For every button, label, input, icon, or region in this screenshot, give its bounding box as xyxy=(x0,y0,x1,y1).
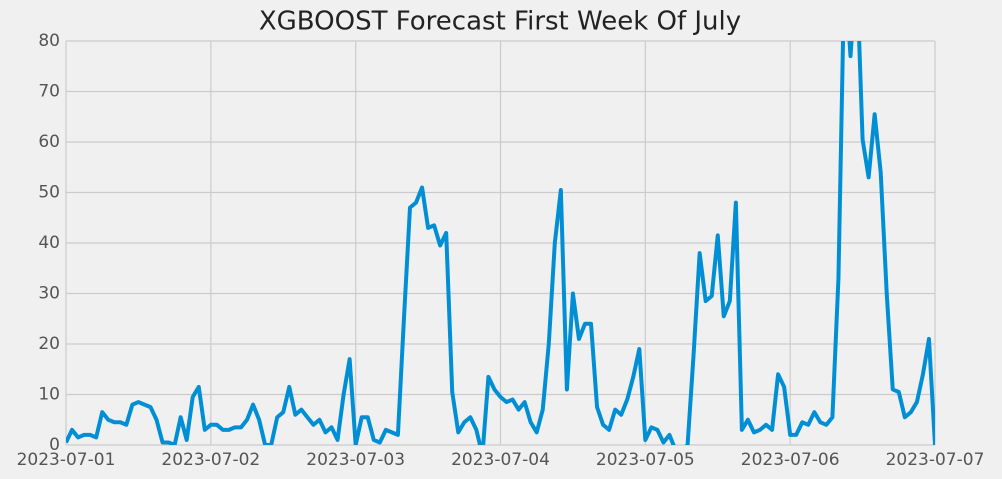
x-tick-label: 2023-07-02 xyxy=(161,450,260,470)
line xyxy=(66,41,935,445)
x-tick-label: 2023-07-07 xyxy=(886,450,985,470)
y-tick-label: 80 xyxy=(38,31,60,51)
chart-title: XGBOOST Forecast First Week Of July xyxy=(259,7,741,37)
plot-area xyxy=(66,41,935,445)
y-tick-label: 50 xyxy=(38,183,60,203)
y-tick-label: 10 xyxy=(38,385,60,405)
grid xyxy=(65,40,936,446)
x-tick-label: 2023-07-05 xyxy=(596,450,695,470)
x-tick-label: 2023-07-01 xyxy=(17,450,116,470)
x-tick-label: 2023-07-03 xyxy=(306,450,405,470)
y-tick-label: 30 xyxy=(38,284,60,304)
tick-labels: 0 10 20 30 40 50 60 70 80 2023-07-01 2023-07-02 202… xyxy=(17,31,985,470)
x-tick-label: 2023-07-04 xyxy=(451,450,550,470)
y-tick-label: 40 xyxy=(38,233,60,253)
y-tick-label: 0 xyxy=(49,435,60,455)
y-tick-label: 70 xyxy=(38,82,60,102)
x-tick-label: 2023-07-06 xyxy=(741,450,840,470)
y-tick-label: 20 xyxy=(38,334,60,354)
y-tick-label: 60 xyxy=(38,132,60,152)
